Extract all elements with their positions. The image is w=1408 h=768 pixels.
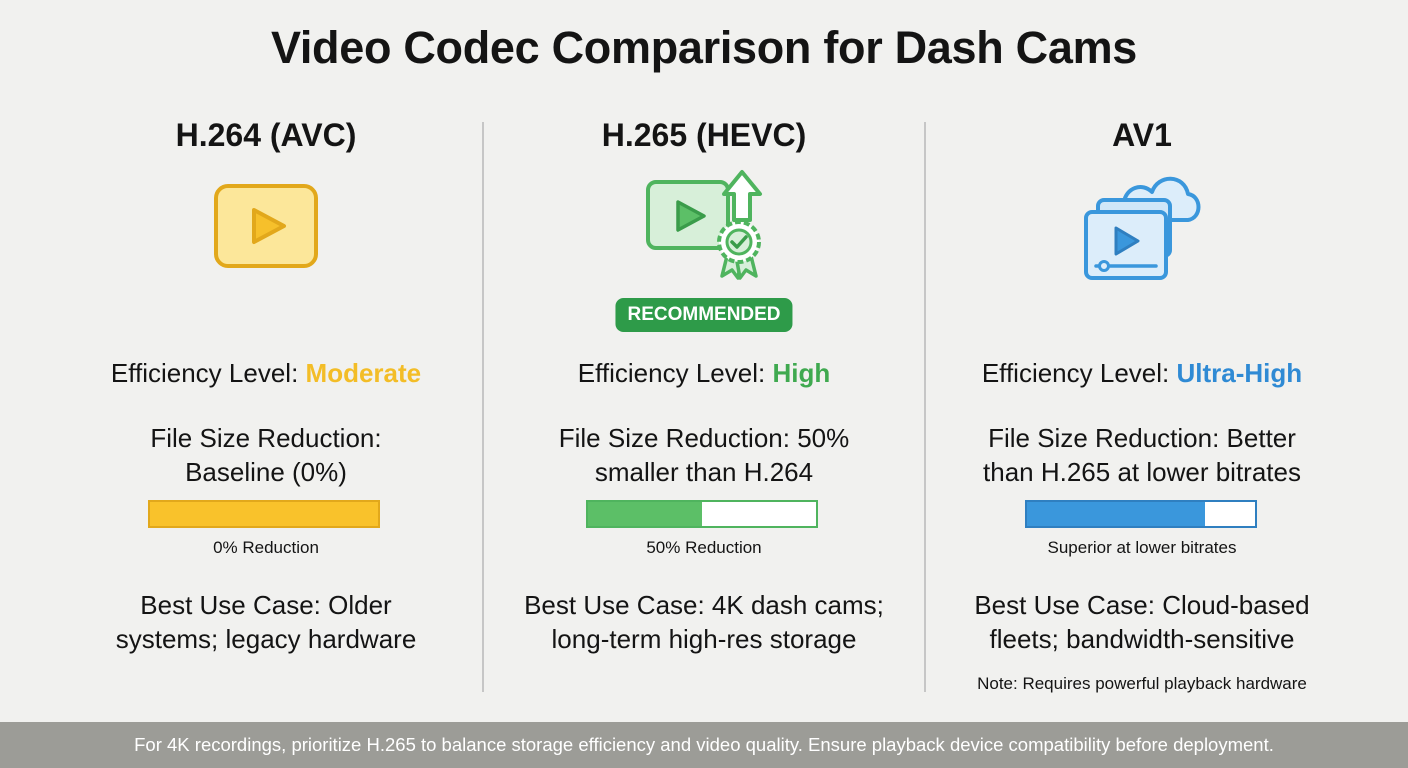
hardware-note: Note: Requires powerful playback hardwar… [977,674,1307,693]
reduction-bar-label: 0% Reduction [213,538,319,557]
reduction-bar-fill [150,502,378,526]
file-size-reduction: File Size Reduction: Baseline (0%) [50,421,482,489]
best-use-case: Best Use Case: Cloud-based fleets; bandw… [926,588,1358,656]
codec-column-av1: AV1 Efficiency Level: Ultra-High File Si… [926,0,1358,720]
reduction-bar-fill [588,502,702,526]
use-case-line: long-term high-res storage [551,624,857,654]
efficiency-value: Moderate [305,358,422,388]
file-size-line: Baseline (0%) [185,457,347,487]
play-button-icon [214,184,318,268]
codec-name: AV1 [1112,117,1172,153]
use-case-line: Best Use Case: 4K dash cams; [524,590,884,620]
efficiency-level: Efficiency Level: Ultra-High [926,358,1358,389]
best-use-case: Best Use Case: Older systems; legacy har… [50,588,482,656]
use-case-line: fleets; bandwidth-sensitive [989,624,1295,654]
recommended-badge: RECOMMENDED [615,298,793,332]
video-award-upgrade-icon [646,170,762,280]
file-size-line: File Size Reduction: Better [988,423,1296,453]
page-title: Video Codec Comparison for Dash Cams [270,22,1138,73]
efficiency-label: Efficiency Level: [110,358,299,388]
best-use-case: Best Use Case: 4K dash cams; long-term h… [484,588,924,656]
footer-banner: For 4K recordings, prioritize H.265 to b… [0,722,1408,768]
reduction-bar-label: Superior at lower bitrates [1047,538,1237,557]
codec-name: H.264 (AVC) [175,117,357,153]
cloud-video-icon [1084,176,1201,280]
use-case-line: systems; legacy hardware [115,624,417,654]
use-case-line: Best Use Case: Older [140,590,392,620]
reduction-bar [586,500,818,528]
reduction-bar [1025,500,1257,528]
reduction-bar-label: 50% Reduction [646,538,762,557]
column-divider [482,122,484,692]
codec-column-h264: H.264 (AVC) Efficiency Level: Moderate F… [50,0,482,720]
reduction-bar [148,500,380,528]
codec-name: H.265 (HEVC) [601,117,807,153]
column-divider [924,122,926,692]
codec-column-h265: H.265 (HEVC) RECOMMENDED Efficiency Leve… [484,0,924,720]
efficiency-label: Efficiency Level: [577,358,766,388]
file-size-line: smaller than H.264 [594,457,814,487]
file-size-line: File Size Reduction: [150,423,382,453]
file-size-reduction: File Size Reduction: 50% smaller than H.… [484,421,924,489]
efficiency-label: Efficiency Level: [981,358,1170,388]
file-size-line: than H.265 at lower bitrates [983,457,1301,487]
use-case-line: Best Use Case: Cloud-based [974,590,1310,620]
reduction-bar-fill [1027,502,1205,526]
efficiency-level: Efficiency Level: High [484,358,924,389]
efficiency-value: Ultra-High [1176,358,1303,388]
file-size-line: File Size Reduction: 50% [558,423,850,453]
efficiency-level: Efficiency Level: Moderate [50,358,482,389]
file-size-reduction: File Size Reduction: Better than H.265 a… [926,421,1358,489]
efficiency-value: High [772,358,831,388]
